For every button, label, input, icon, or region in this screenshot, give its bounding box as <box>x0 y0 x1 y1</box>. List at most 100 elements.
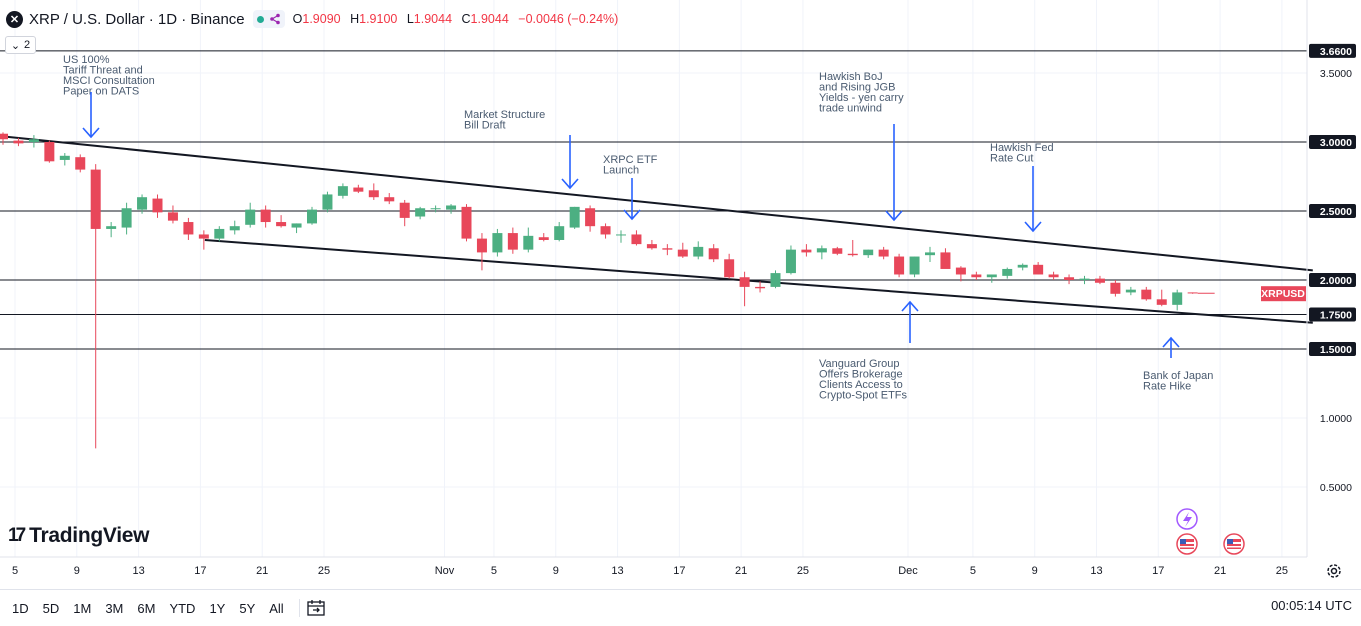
candle[interactable] <box>461 204 472 242</box>
candle[interactable] <box>214 226 225 242</box>
candle[interactable] <box>646 239 657 250</box>
candle[interactable] <box>677 242 688 258</box>
candle[interactable] <box>384 193 395 205</box>
candle[interactable] <box>863 249 874 258</box>
candle[interactable] <box>507 227 518 254</box>
candle[interactable] <box>986 274 997 283</box>
range-1y-button[interactable]: 1Y <box>209 600 226 616</box>
candle[interactable] <box>600 223 611 239</box>
candle[interactable] <box>291 223 302 234</box>
candle[interactable] <box>1064 274 1075 285</box>
candle[interactable] <box>971 271 982 280</box>
symbol-price-tag[interactable] <box>1261 286 1306 302</box>
candle[interactable] <box>894 253 905 278</box>
candle[interactable] <box>955 266 966 282</box>
candle[interactable] <box>925 246 935 263</box>
candle[interactable] <box>785 245 796 275</box>
candle[interactable] <box>1017 263 1028 271</box>
candle[interactable] <box>878 246 889 260</box>
range-6m-button[interactable]: 6M <box>137 600 156 616</box>
candle[interactable] <box>693 241 704 260</box>
candle[interactable] <box>631 230 642 246</box>
candle[interactable] <box>755 281 766 293</box>
candle[interactable] <box>832 246 843 256</box>
candle[interactable] <box>1048 271 1059 280</box>
candle[interactable] <box>198 230 209 250</box>
candle[interactable] <box>492 228 503 257</box>
range-ytd-button[interactable]: YTD <box>169 600 196 616</box>
candle[interactable] <box>337 183 348 199</box>
candle[interactable] <box>368 183 379 200</box>
candle[interactable] <box>1156 289 1167 307</box>
candle[interactable] <box>167 205 178 224</box>
candle[interactable] <box>770 270 781 289</box>
candle[interactable] <box>538 233 549 242</box>
candle[interactable] <box>229 220 240 235</box>
candle[interactable] <box>13 137 24 147</box>
range-all-button[interactable]: All <box>269 600 284 616</box>
candle[interactable] <box>1079 275 1090 285</box>
candle[interactable] <box>801 244 812 257</box>
candle[interactable] <box>75 154 86 173</box>
range-3m-button[interactable]: 3M <box>105 600 124 616</box>
range-5d-button[interactable]: 5D <box>42 600 60 616</box>
calendar-range-icon[interactable] <box>306 598 326 618</box>
candle[interactable] <box>152 194 163 218</box>
price-tick-label: 1.0000 <box>1320 413 1352 425</box>
candle[interactable] <box>276 215 287 228</box>
candle[interactable] <box>569 206 580 229</box>
tradingview-logo[interactable]: 17 TradingView <box>8 524 149 548</box>
gear-icon[interactable] <box>1325 562 1343 580</box>
candle[interactable] <box>353 184 364 194</box>
candle[interactable] <box>399 199 410 227</box>
candle[interactable] <box>708 244 719 263</box>
candle[interactable] <box>137 194 148 214</box>
candle[interactable] <box>415 206 426 220</box>
candle[interactable] <box>1125 286 1136 296</box>
event-markers[interactable] <box>1176 508 1245 555</box>
candle[interactable] <box>523 227 534 253</box>
candle[interactable] <box>90 164 101 449</box>
candle[interactable] <box>1172 289 1183 311</box>
candle[interactable] <box>847 239 858 257</box>
candle[interactable] <box>940 248 951 269</box>
candle[interactable] <box>446 204 457 214</box>
candle[interactable] <box>739 271 750 307</box>
range-1d-button[interactable]: 1D <box>12 600 29 616</box>
candle[interactable] <box>1033 262 1044 275</box>
candle[interactable] <box>430 205 441 213</box>
candle[interactable] <box>106 222 117 238</box>
candle[interactable] <box>59 153 70 166</box>
candle[interactable] <box>554 222 565 242</box>
candle[interactable] <box>1002 267 1013 279</box>
candle[interactable] <box>260 205 271 228</box>
candle[interactable] <box>909 256 920 278</box>
candle[interactable] <box>1187 292 1198 294</box>
candle[interactable] <box>0 132 8 145</box>
candle[interactable] <box>476 233 487 271</box>
candle[interactable] <box>585 205 596 232</box>
candle[interactable] <box>44 140 55 163</box>
utc-clock[interactable]: 00:05:14 UTC <box>1271 598 1352 613</box>
candle[interactable] <box>1141 286 1152 301</box>
market-status[interactable] <box>252 10 285 28</box>
candle-body <box>1172 292 1183 305</box>
price-chart[interactable]: 0.5000 1.0000 1.5000 1.7500 2.0000 2.5000 3.00… <box>0 0 1361 589</box>
range-1m-button[interactable]: 1M <box>73 600 92 616</box>
candle[interactable] <box>662 244 673 256</box>
candle[interactable] <box>183 217 194 240</box>
candle[interactable] <box>28 135 39 148</box>
candle[interactable] <box>616 230 626 243</box>
indicators-collapse-button[interactable]: ⌄ 2 <box>5 36 36 54</box>
candle[interactable] <box>1110 280 1121 297</box>
candle[interactable] <box>322 191 333 213</box>
candle[interactable] <box>816 245 827 260</box>
candle[interactable] <box>121 202 132 235</box>
candle[interactable] <box>307 206 317 225</box>
candle[interactable] <box>245 202 256 228</box>
range-5y-button[interactable]: 5Y <box>239 600 256 616</box>
candle[interactable] <box>1094 275 1105 285</box>
candle[interactable] <box>724 253 735 279</box>
symbol-title[interactable]: XRP / U.S. Dollar · 1D · Binance <box>29 10 245 28</box>
